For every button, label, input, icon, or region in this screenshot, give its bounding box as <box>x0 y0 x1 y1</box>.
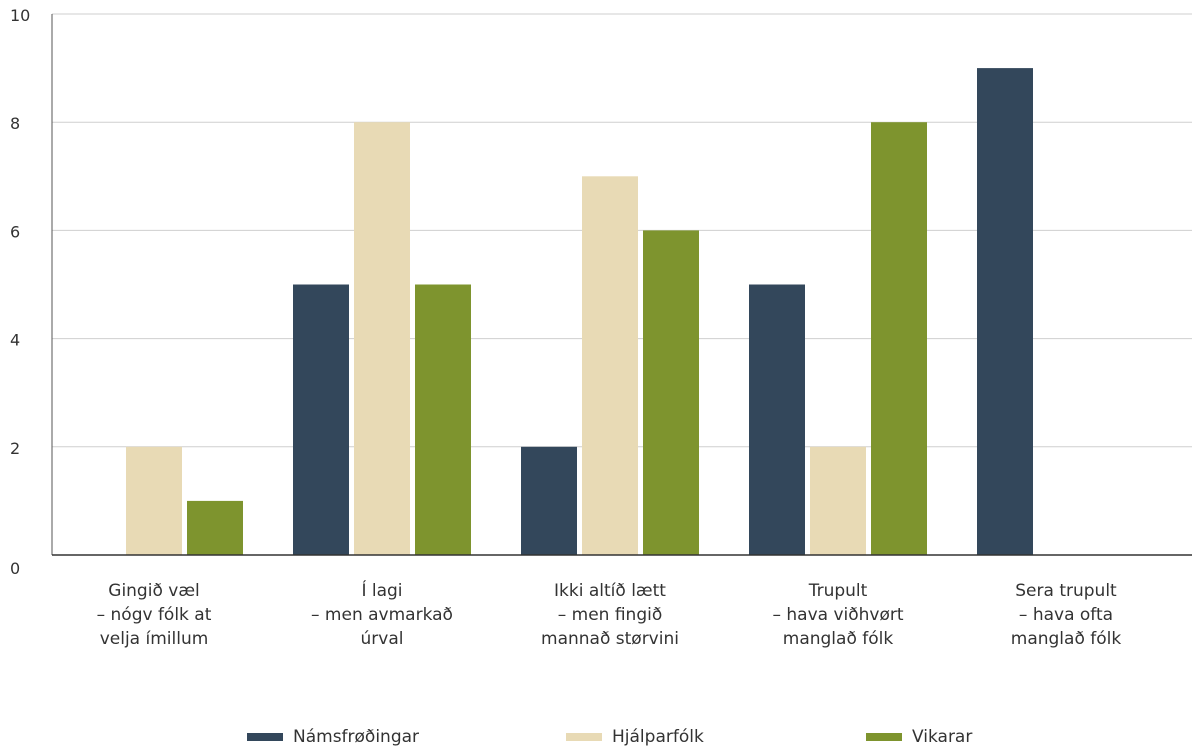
x-category-label: – men fingið <box>558 605 663 625</box>
y-tick-label: 2 <box>10 439 20 458</box>
x-category-label: manglað fólk <box>783 629 894 649</box>
y-axis-tick-labels: 0 2 4 6 8 10 <box>10 6 30 578</box>
x-category-label: Gingið væl <box>108 581 199 601</box>
bar <box>126 446 182 555</box>
legend-label-namsfrodingar: Námsfrøðingar <box>293 727 420 747</box>
x-category-label: mannað størvini <box>541 629 679 649</box>
bars <box>126 68 1033 556</box>
x-category-label: Ikki altíð lætt <box>554 581 666 601</box>
legend-item-vikarar: Vikarar <box>866 727 972 747</box>
bar <box>415 284 471 555</box>
x-category-label: Trupult <box>808 581 868 601</box>
y-tick-label: 0 <box>10 559 20 578</box>
bar <box>582 176 638 556</box>
legend-item-hjalparfolk: Hjálparfólk <box>566 727 704 747</box>
legend-swatch-hjalparfolk <box>566 733 602 741</box>
legend-item-namsfrodingar: Námsfrøðingar <box>247 727 419 747</box>
bar <box>521 446 577 555</box>
legend: Námsfrøðingar Hjálparfólk Vikarar <box>0 727 1192 751</box>
legend-swatch-vikarar <box>866 733 902 741</box>
y-tick-label: 8 <box>10 114 20 133</box>
x-category-label: velja ímillum <box>100 629 209 649</box>
bar <box>871 122 927 555</box>
x-category-label: Í lagi <box>361 579 402 601</box>
bar <box>643 230 699 555</box>
x-category-label: – hava viðhvørt <box>772 605 903 625</box>
bar <box>354 122 410 555</box>
legend-swatch-namsfrodingar <box>247 733 283 741</box>
y-tick-label: 10 <box>10 6 30 25</box>
x-category-label: – hava ofta <box>1019 605 1113 625</box>
y-tick-label: 4 <box>10 331 20 350</box>
legend-label-vikarar: Vikarar <box>912 727 973 747</box>
x-category-label: – nógv fólk at <box>97 605 212 625</box>
legend-label-hjalparfolk: Hjálparfólk <box>612 727 704 747</box>
x-category-label: Sera trupult <box>1015 581 1117 601</box>
bar <box>810 446 866 555</box>
bar <box>749 284 805 555</box>
bar <box>293 284 349 555</box>
x-category-label: – men avmarkað <box>311 605 453 625</box>
bar <box>977 68 1033 555</box>
x-axis-category-labels: Gingið væl – nógv fólk at velja ímillum Í l… <box>97 579 1122 649</box>
bar <box>187 500 243 555</box>
x-category-label: úrval <box>361 629 404 649</box>
x-category-label: manglað fólk <box>1011 629 1122 649</box>
y-tick-label: 6 <box>10 222 20 241</box>
